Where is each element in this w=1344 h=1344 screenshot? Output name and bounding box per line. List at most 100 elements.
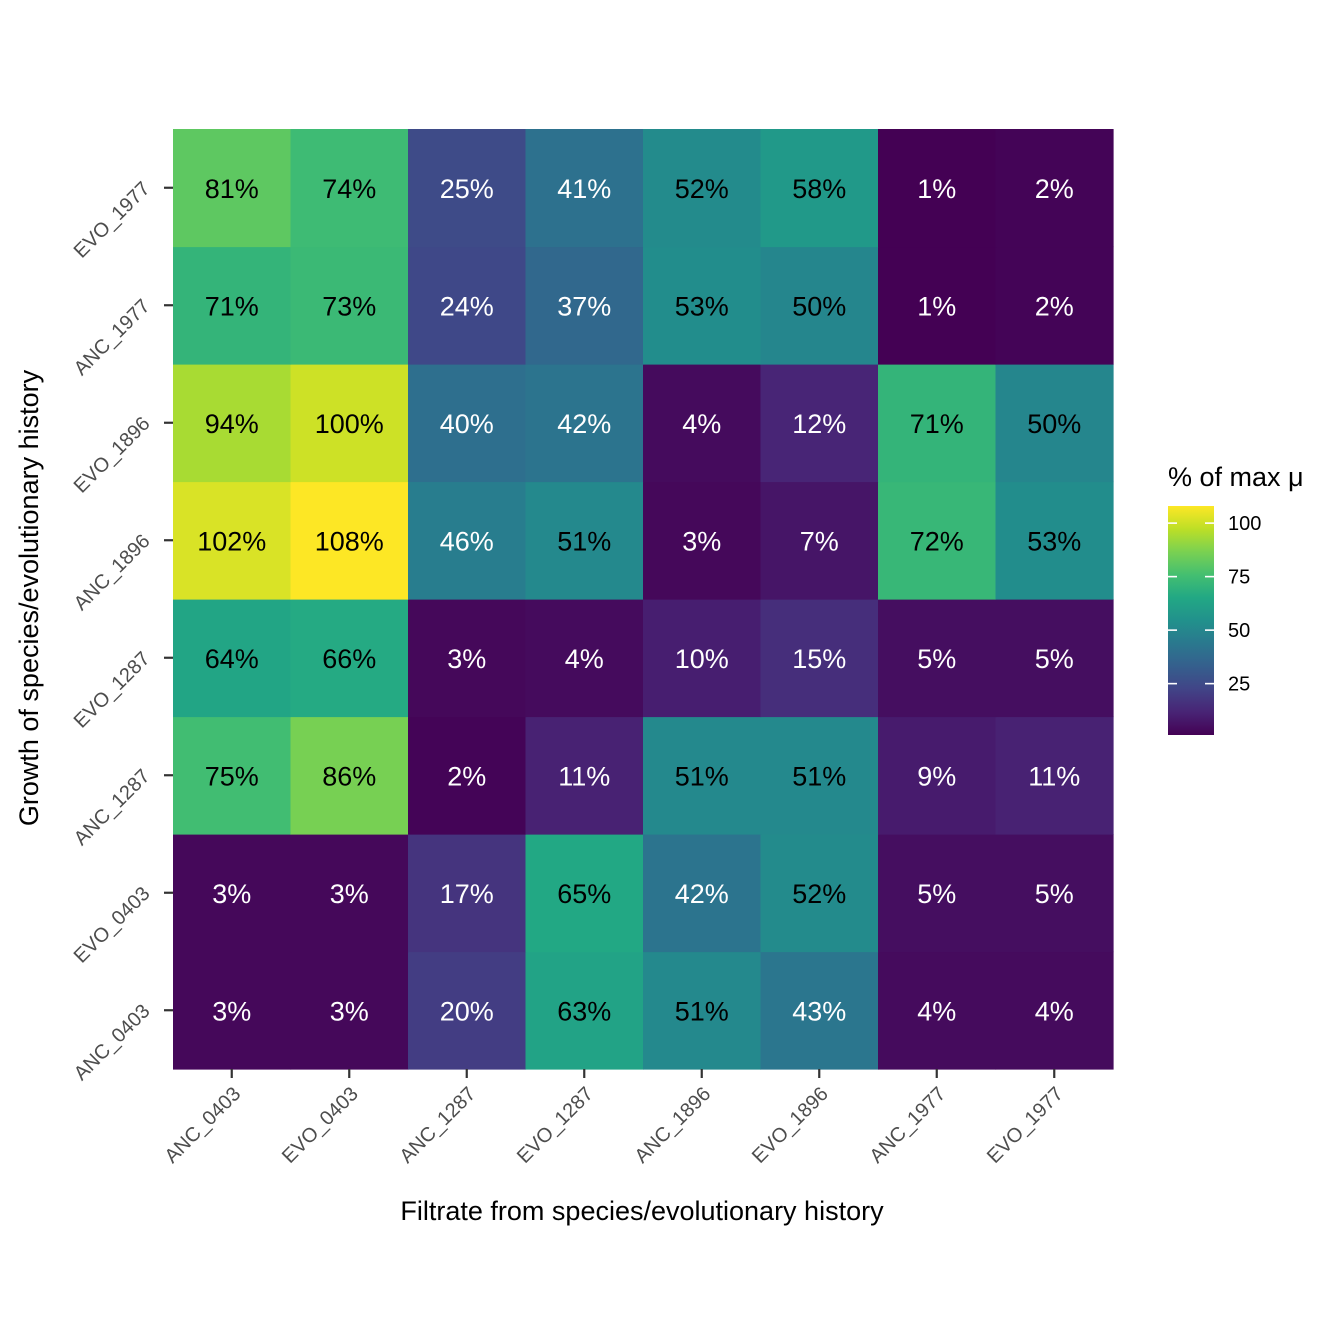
cell-value-label: 43% (792, 996, 846, 1026)
y-axis-title: Growth of species/evolutionary history (14, 369, 44, 826)
x-tick-label: ANC_0403 (161, 1083, 246, 1168)
heatmap-cell (760, 951, 879, 1070)
heatmap-cell (995, 129, 1114, 248)
heatmap-cell (408, 246, 527, 365)
cell-value-label: 17% (440, 879, 494, 909)
cell-value-label: 73% (322, 291, 376, 321)
heatmap-cell (995, 951, 1114, 1070)
x-tick-label: EVO_1287 (513, 1083, 598, 1168)
cell-value-label: 51% (792, 761, 846, 791)
heatmap-cell (173, 951, 292, 1070)
heatmap-cell (408, 129, 527, 248)
x-tick-label: ANC_1287 (396, 1083, 481, 1168)
heatmap-cell (643, 129, 762, 248)
cell-value-label: 86% (322, 761, 376, 791)
cell-value-label: 2% (1035, 291, 1074, 321)
cell-value-labels: 3% 3% 20% 63% 51% 43% 4% 4% 3% 3% 17% 65% 42% 52% 5% 5%… (197, 174, 1081, 1027)
cell-value-label: 7% (800, 526, 839, 556)
cell-value-label: 71% (205, 291, 259, 321)
cell-value-label: 51% (675, 996, 729, 1026)
cell-value-label: 41% (557, 174, 611, 204)
cell-value-label: 12% (792, 409, 846, 439)
heatmap-cell (643, 599, 762, 718)
heatmap-cell (290, 599, 409, 718)
heatmap-cell (525, 834, 644, 953)
heatmap-cell (525, 481, 644, 600)
heatmap-cell (878, 834, 997, 953)
cell-value-label: 3% (212, 996, 251, 1026)
cell-value-label: 63% (557, 996, 611, 1026)
heatmap-cell (878, 599, 997, 718)
y-tick-label: EVO_1977 (70, 178, 155, 263)
cell-value-label: 53% (675, 291, 729, 321)
heatmap-cell (525, 951, 644, 1070)
cell-value-label: 74% (322, 174, 376, 204)
cell-value-label: 3% (682, 526, 721, 556)
x-axis-title: Filtrate from species/evolutionary histo… (400, 1196, 884, 1226)
cell-value-label: 3% (212, 879, 251, 909)
heatmap-cell (525, 246, 644, 365)
heatmap-cell (760, 599, 879, 718)
cell-value-label: 46% (440, 526, 494, 556)
color-legend: % of max μ 25 50 75 100 (1168, 462, 1304, 735)
x-tick-label: EVO_1896 (748, 1083, 833, 1168)
heatmap-cell (525, 716, 644, 835)
heatmap-cell (643, 481, 762, 600)
heatmap-cell (995, 599, 1114, 718)
heatmap-cell (173, 364, 292, 483)
cell-value-label: 51% (675, 761, 729, 791)
cell-value-label: 9% (917, 761, 956, 791)
y-tick-label: EVO_0403 (70, 883, 155, 968)
cell-value-label: 4% (682, 409, 721, 439)
cell-value-label: 58% (792, 174, 846, 204)
heatmap-cell (408, 716, 527, 835)
y-tick-label: ANC_0403 (70, 1000, 155, 1085)
heatmap-cell (878, 481, 997, 600)
cell-value-label: 15% (792, 644, 846, 674)
cell-value-label: 53% (1027, 526, 1081, 556)
cell-value-label: 1% (917, 291, 956, 321)
cell-value-label: 25% (440, 174, 494, 204)
x-tick-label: EVO_1977 (983, 1083, 1068, 1168)
cell-value-label: 10% (675, 644, 729, 674)
heatmap-cell (525, 129, 644, 248)
x-axis: ANC_0403 EVO_0403 ANC_1287 EVO_1287 ANC_1896… (161, 1069, 1068, 1168)
heatmap-cell (760, 129, 879, 248)
y-tick-label: ANC_1287 (70, 765, 155, 850)
heatmap-cell (290, 246, 409, 365)
legend-colorbar (1168, 506, 1214, 735)
cell-value-label: 102% (197, 526, 266, 556)
cell-value-label: 100% (315, 409, 384, 439)
cell-value-label: 94% (205, 409, 259, 439)
heatmap-cell (173, 129, 292, 248)
heatmap-cell (643, 716, 762, 835)
cell-value-label: 4% (1035, 996, 1074, 1026)
y-tick-label: EVO_1896 (70, 413, 155, 498)
cell-value-label: 64% (205, 644, 259, 674)
cell-value-label: 5% (917, 879, 956, 909)
cell-value-label: 52% (675, 174, 729, 204)
heatmap-cell (173, 599, 292, 718)
heatmap-cell (408, 364, 527, 483)
cell-value-label: 11% (558, 761, 610, 791)
legend-tick-label: 75 (1228, 567, 1250, 589)
heatmap-cell (643, 364, 762, 483)
y-tick-label: ANC_1977 (70, 295, 155, 380)
x-tick-label: ANC_1896 (631, 1083, 716, 1168)
heatmap-cell (878, 716, 997, 835)
cell-value-label: 42% (557, 409, 611, 439)
heatmap-cell (290, 834, 409, 953)
heatmap-cell (290, 951, 409, 1070)
legend-tick-label: 25 (1228, 674, 1250, 696)
x-tick-label: ANC_1977 (866, 1083, 951, 1168)
cell-value-label: 50% (1027, 409, 1081, 439)
cell-value-label: 40% (440, 409, 494, 439)
cell-value-label: 2% (447, 761, 486, 791)
heatmap-cell (643, 951, 762, 1070)
cell-value-label: 52% (792, 879, 846, 909)
cell-value-label: 108% (315, 526, 384, 556)
heatmap-cell (995, 481, 1114, 600)
cell-value-label: 1% (917, 174, 956, 204)
heatmap-cell (995, 834, 1114, 953)
heatmap-cell (878, 129, 997, 248)
